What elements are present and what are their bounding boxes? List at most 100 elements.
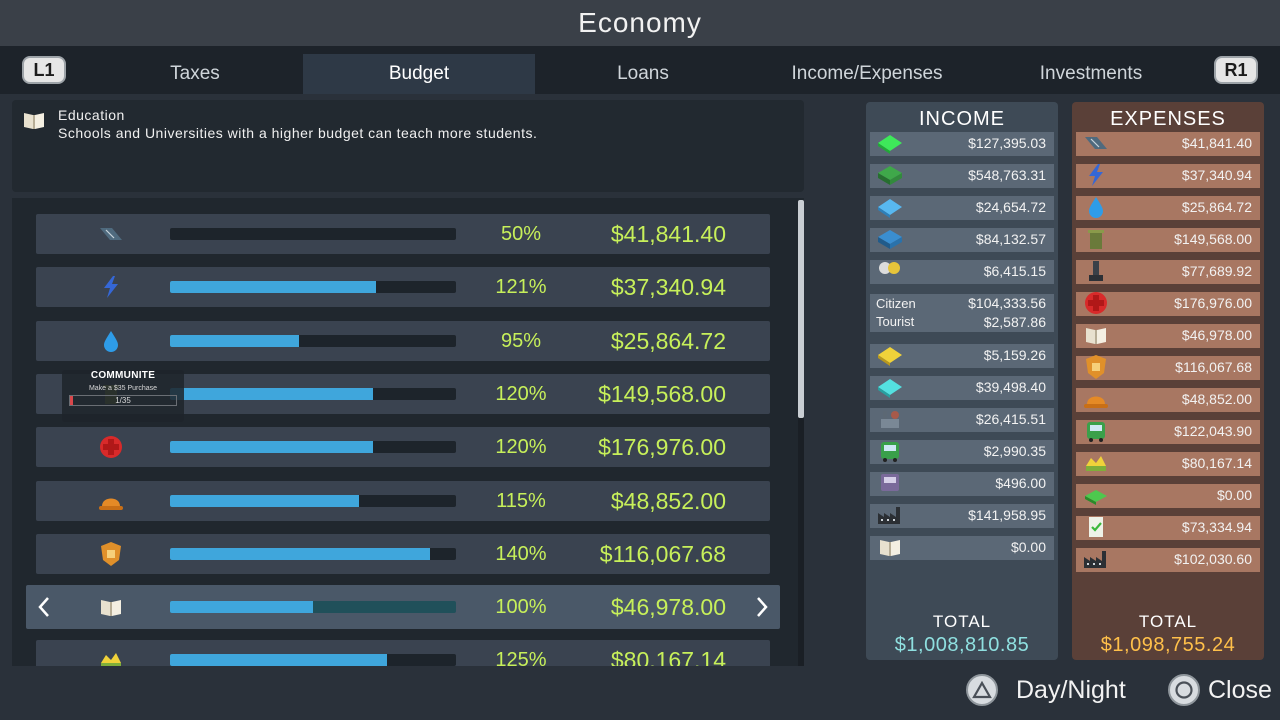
tourism-icon xyxy=(874,342,906,368)
residential-high-icon xyxy=(874,162,906,188)
page-title: Economy xyxy=(578,7,702,38)
notification-progress-fill xyxy=(70,396,74,405)
healthcare-icon xyxy=(1080,290,1112,316)
income-title: INCOME xyxy=(919,108,1005,130)
income-value: $548,763.31 xyxy=(968,167,1046,183)
budget-slider-fill xyxy=(170,334,299,347)
tab-income-expenses[interactable]: Income/Expenses xyxy=(791,63,943,84)
expense-row: $122,043.90 xyxy=(1076,420,1260,444)
budget-row[interactable]: 140% $116,067.68 xyxy=(36,533,770,574)
notification-progress-label: 1/35 xyxy=(115,396,131,405)
title-bar: Economy xyxy=(0,0,1280,46)
expense-value: $77,689.92 xyxy=(1181,263,1252,279)
tab-investments[interactable]: Investments xyxy=(1039,63,1143,84)
expense-value: $37,340.94 xyxy=(1181,167,1252,183)
budget-slider[interactable] xyxy=(170,387,456,400)
budget-slider-fill xyxy=(170,387,374,400)
electricity-icon xyxy=(1080,162,1112,188)
income-row: $2,990.35 xyxy=(870,440,1054,464)
factory-icon xyxy=(874,502,906,528)
budget-slider[interactable] xyxy=(170,547,456,560)
budget-row[interactable]: 120% $176,976.00 xyxy=(36,427,770,468)
budget-amount: $149,568.00 xyxy=(598,380,726,407)
circle-button-icon xyxy=(1168,674,1200,706)
notification-message: Make a $35 Purchase xyxy=(88,385,158,392)
book-icon xyxy=(98,594,124,620)
budget-slider[interactable] xyxy=(170,334,456,347)
budget-slider[interactable] xyxy=(170,228,456,240)
budget-slider[interactable] xyxy=(170,654,456,666)
scrollbar-thumb[interactable] xyxy=(798,200,804,418)
expenses-total-value: $1,098,755.24 xyxy=(1100,634,1236,656)
budget-row[interactable]: 115% $48,852.00 xyxy=(36,480,770,521)
budget-slider-fill xyxy=(170,601,313,614)
park-icon xyxy=(1080,450,1112,476)
income-panel: INCOME $127,395.03 $548,763.31 $24,654.72 $… xyxy=(866,102,1058,660)
budget-row[interactable]: 100% $46,978.00 xyxy=(26,585,780,630)
money-stack-icon xyxy=(1080,482,1112,508)
l1-button[interactable]: L1 xyxy=(22,56,66,84)
road-icon xyxy=(1080,130,1112,156)
fire-helmet-icon xyxy=(98,488,124,514)
income-row: $5,159.26 xyxy=(870,344,1054,368)
income-row: $26,415.51 xyxy=(870,408,1054,432)
info-title: Education xyxy=(58,107,125,123)
budget-percent: 121% xyxy=(495,276,547,299)
expense-row: $73,334.94 xyxy=(1076,516,1260,540)
expense-value: $176,976.00 xyxy=(1174,295,1252,311)
budget-slider[interactable] xyxy=(170,601,456,614)
expense-row: $176,976.00 xyxy=(1076,292,1260,316)
industry-icon xyxy=(874,406,906,432)
income-row: $127,395.03 xyxy=(870,132,1054,156)
budget-row[interactable]: 95% $25,864.72 xyxy=(36,320,770,361)
budget-row[interactable]: 121% $37,340.94 xyxy=(36,267,770,308)
close-hint[interactable]: Close xyxy=(1168,674,1272,706)
income-value: $26,415.51 xyxy=(975,411,1046,427)
book-icon xyxy=(1080,322,1112,348)
commercial-high-icon xyxy=(874,226,906,252)
arrow-right-icon[interactable] xyxy=(752,595,772,619)
income-row: $24,654.72 xyxy=(870,196,1054,220)
budget-slider-fill xyxy=(170,441,374,454)
budget-percent: 120% xyxy=(495,436,547,459)
expenses-panel: EXPENSES $41,841.40 $37,340.94 $25,864.72 $… xyxy=(1072,102,1264,660)
budget-slider-fill xyxy=(170,654,388,666)
park-icon xyxy=(98,647,124,666)
budget-row[interactable]: 125% $80,167.14 xyxy=(36,640,770,666)
commercial-low-icon xyxy=(874,194,906,220)
budget-slider[interactable] xyxy=(170,494,456,507)
tab-loans[interactable]: Loans xyxy=(617,63,669,84)
income-value: $24,654.72 xyxy=(975,199,1046,215)
notification-brand: COMMUNITE xyxy=(90,370,156,381)
income-value: $39,498.40 xyxy=(975,379,1046,395)
budget-slider[interactable] xyxy=(170,281,456,294)
expense-row: $41,841.40 xyxy=(1076,132,1260,156)
budget-percent: 120% xyxy=(495,382,547,405)
expenses-total-label: TOTAL xyxy=(1138,612,1198,631)
info-panel: Education Schools and Universities with … xyxy=(12,100,804,192)
budget-percent: 115% xyxy=(496,489,546,512)
tab-budget[interactable]: Budget xyxy=(303,54,535,94)
budget-slider[interactable] xyxy=(170,441,456,454)
expense-row: $116,067.68 xyxy=(1076,355,1260,380)
expense-value: $25,864.72 xyxy=(1181,199,1252,215)
tab-taxes[interactable]: Taxes xyxy=(170,63,220,84)
income-value: $5,159.26 xyxy=(983,347,1046,363)
arrow-left-icon[interactable] xyxy=(34,595,54,619)
income-value: $84,132.57 xyxy=(975,231,1046,247)
expense-value: $46,978.00 xyxy=(1181,327,1252,343)
expense-row: $77,689.92 xyxy=(1076,260,1260,284)
income-row: $39,498.40 xyxy=(870,376,1054,400)
residential-low-icon xyxy=(874,130,906,156)
budget-amount: $80,167.14 xyxy=(610,647,726,666)
notification-progress: 1/35 xyxy=(69,395,177,406)
r1-button[interactable]: R1 xyxy=(1214,56,1258,84)
garbage-icon xyxy=(1080,226,1112,252)
budget-percent: 125% xyxy=(495,649,547,666)
scrollbar-track[interactable] xyxy=(798,200,804,666)
day-night-hint[interactable]: Day/Night xyxy=(966,674,1126,706)
budget-row[interactable]: 50% $41,841.40 xyxy=(36,214,770,254)
expense-value: $122,043.90 xyxy=(1174,423,1252,439)
income-row: $0.00 xyxy=(870,536,1054,560)
budget-list[interactable]: 50% $41,841.40 121% $37,340.94 95% $25,864.72… xyxy=(12,198,804,666)
